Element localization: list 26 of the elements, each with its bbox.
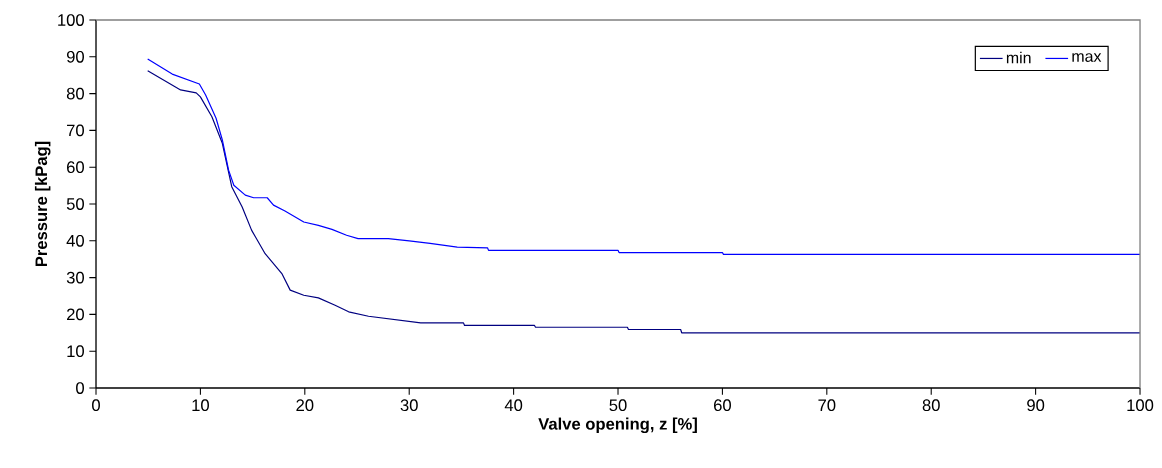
legend-label: max xyxy=(1072,53,1102,62)
y-tick-label: 50 xyxy=(66,198,84,210)
y-axis-title: Pressure [kPag] xyxy=(34,141,51,267)
x-tick-label: 50 xyxy=(609,399,627,412)
x-tick-label: 80 xyxy=(922,399,940,412)
y-tick-label: 40 xyxy=(66,234,84,247)
x-tick-label: 40 xyxy=(504,399,523,412)
y-tick-label: 90 xyxy=(66,50,84,63)
x-tick-label: 90 xyxy=(1027,399,1045,412)
y-tick-label: 100 xyxy=(58,14,84,26)
x-tick-label: 0 xyxy=(92,399,100,412)
x-tick-label: 70 xyxy=(818,399,836,412)
x-tick-label: 10 xyxy=(192,399,209,412)
y-tick-label: 0 xyxy=(76,382,84,394)
x-tick-label: 100 xyxy=(1127,399,1154,412)
y-tick-label: 20 xyxy=(67,308,84,321)
y-tick-label: 30 xyxy=(66,271,84,284)
y-tick-label: 70 xyxy=(67,124,84,137)
x-axis-title: Valve opening, z [%] xyxy=(538,417,697,434)
y-tick-label: 60 xyxy=(67,161,84,174)
x-tick-label: 20 xyxy=(296,399,314,412)
legend-label: min xyxy=(1006,51,1031,64)
y-tick-label: 80 xyxy=(66,87,84,100)
x-tick-label: 30 xyxy=(400,399,418,412)
x-tick-label: 60 xyxy=(714,399,731,412)
y-tick-label: 10 xyxy=(67,345,84,358)
